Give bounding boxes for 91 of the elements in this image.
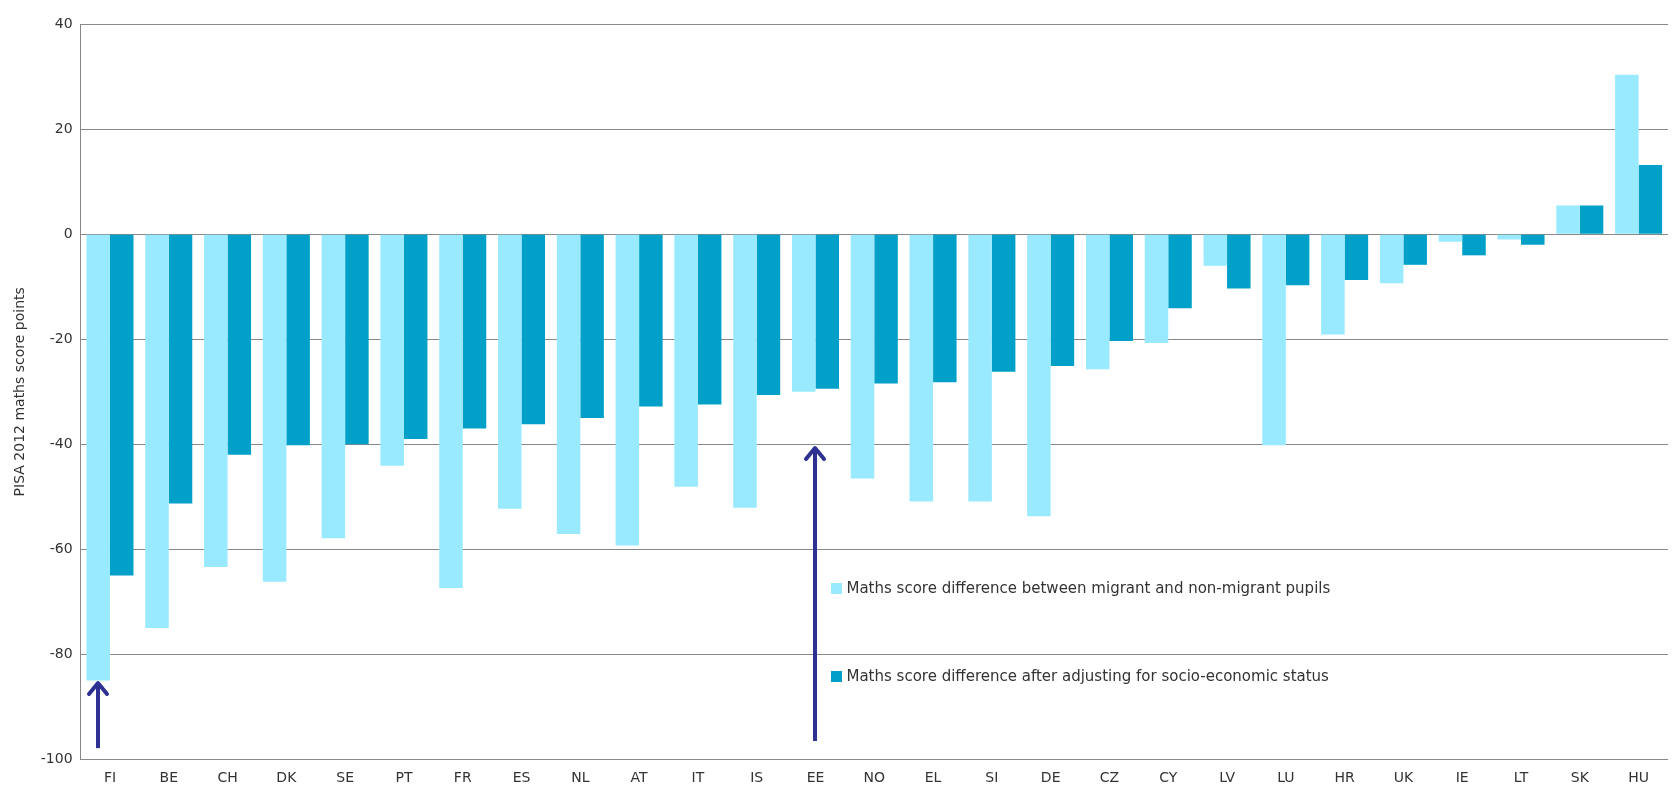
bar [521,234,546,425]
x-tick-label: CH [217,769,238,786]
x-tick-label: UK [1393,769,1414,786]
bar [874,234,898,384]
bar [403,234,428,440]
x-tick-label: PT [395,769,413,786]
y-tick-label: 40 [54,15,73,32]
bar [615,234,640,546]
bar [345,234,369,445]
bar [1497,234,1522,240]
x-tick-label: CY [1159,769,1178,786]
bar [1321,234,1345,335]
bar [168,234,193,504]
x-tick-label: DK [276,769,298,786]
bar [674,234,698,487]
x-tick-label: NL [571,769,590,786]
bar [109,234,134,576]
x-tick-label: EE [806,769,825,786]
x-tick-label: FR [453,769,472,786]
x-tick-label: SI [985,769,999,786]
x-tick-label: HR [1334,769,1356,786]
bar [1168,234,1192,309]
bar [639,234,663,407]
x-tick-label: NO [863,769,886,786]
bar [1438,234,1463,242]
bar [1462,234,1486,256]
bar [380,234,404,466]
bar [733,234,757,508]
x-tick-label: HU [1628,769,1649,786]
bar [1050,234,1075,367]
bar [321,234,346,539]
y-tick-label: -80 [49,644,73,661]
legend-label: Maths score difference between migrant and non-migrant pupils [846,579,1331,598]
bar [204,234,228,568]
y-tick-label: -100 [40,749,73,766]
bar [145,234,169,628]
y-tick-label: -60 [49,539,73,556]
bar [1085,234,1110,370]
bar [850,234,875,479]
x-tick-label: LV [1219,769,1236,786]
legend-label: Maths score difference after adjusting for socio-economic status [846,667,1329,686]
bar [791,234,816,392]
bar [498,234,522,509]
bar [556,234,581,535]
y-tick-label: 20 [54,120,73,137]
bar [1344,234,1369,281]
bar [462,234,487,429]
bar [756,234,781,395]
x-tick-label: SK [1570,769,1590,786]
x-tick-label: LU [1277,769,1295,786]
bar [1615,74,1639,234]
bar [1203,234,1228,266]
x-tick-label: CZ [1099,769,1120,786]
x-tick-label: IE [1455,769,1469,786]
bar [697,234,722,405]
y-tick-label: -20 [49,329,73,346]
bar [815,234,840,389]
bar [286,234,310,446]
x-tick-label: IT [691,769,705,786]
bar [262,234,287,582]
bar [580,234,604,419]
bar [1227,234,1251,289]
bar [1403,234,1427,265]
bar [909,234,934,502]
bar [1556,205,1580,234]
bar [227,234,252,455]
bar [968,234,992,502]
bar [439,234,463,589]
bar [1285,234,1310,286]
bar [1638,165,1663,234]
bar [991,234,1016,372]
x-tick-label: DE [1040,769,1061,786]
y-tick-label: -40 [49,434,73,451]
y-tick-label: 0 [63,224,73,241]
bar [1379,234,1404,284]
bar [1579,205,1604,234]
bar [1144,234,1169,343]
x-tick-label: SE [336,769,355,786]
bar [1109,234,1133,341]
x-tick-label: AT [630,769,649,786]
bar [933,234,957,383]
x-tick-label: BE [159,769,178,786]
x-tick-label: IS [750,769,764,786]
bar [1262,234,1286,446]
x-tick-label: FI [103,769,117,786]
bar [1027,234,1051,517]
x-tick-label: ES [512,769,531,786]
x-tick-label: EL [924,769,942,786]
bar [1521,234,1545,245]
y-axis-title: PISA 2012 maths score points [11,287,28,497]
x-tick-label: LT [1513,769,1529,786]
